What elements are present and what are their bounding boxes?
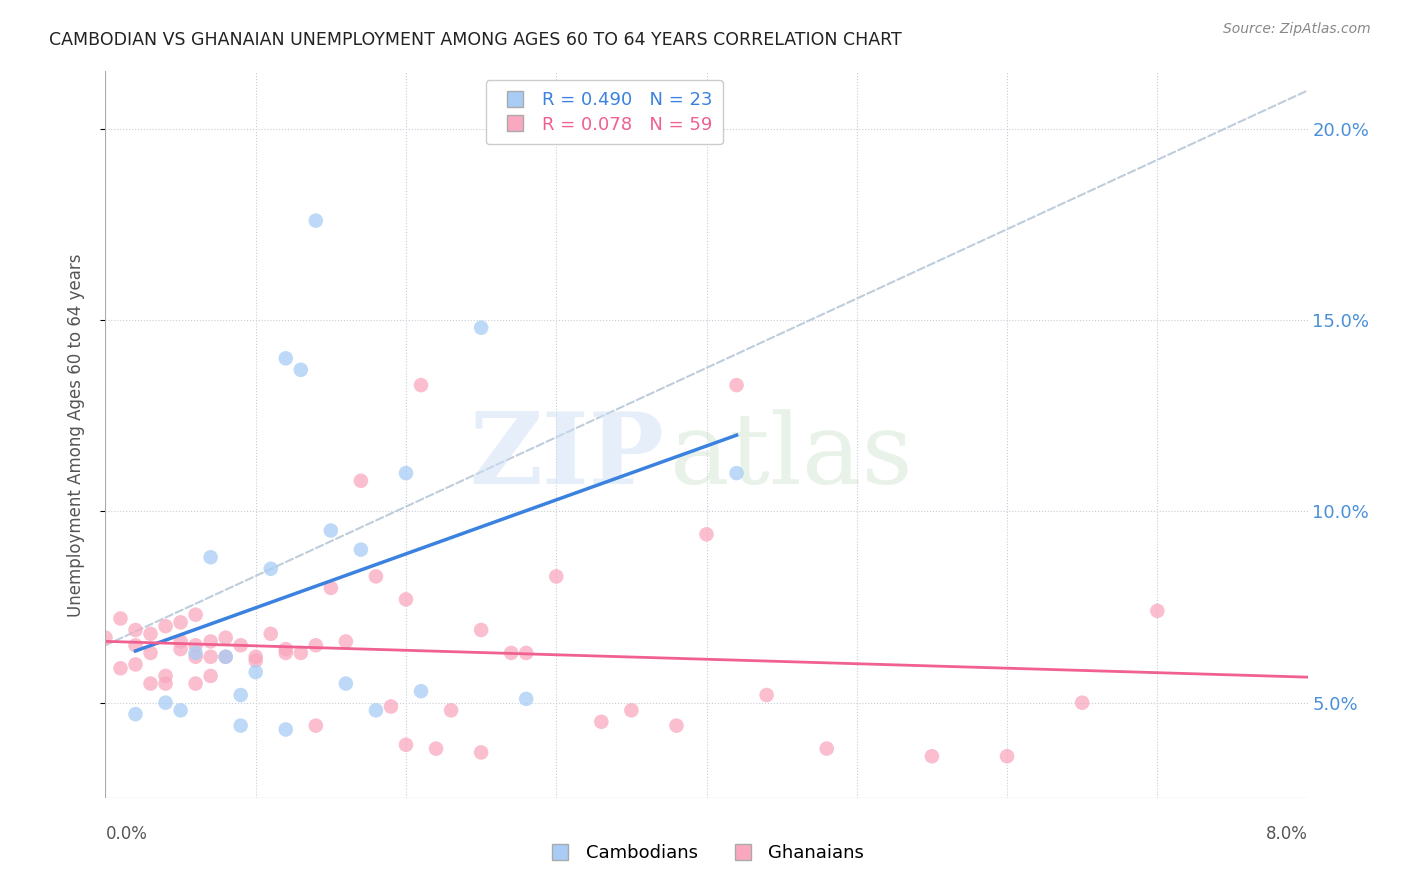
Point [94,631,117,645]
Point [169,703,191,717]
Point [591,714,613,729]
Text: CAMBODIAN VS GHANAIAN UNEMPLOYMENT AMONG AGES 60 TO 64 YEARS CORRELATION CHART: CAMBODIAN VS GHANAIAN UNEMPLOYMENT AMONG… [49,31,903,49]
Point [501,646,523,660]
Point [155,669,177,683]
Point [214,649,236,664]
Point [155,696,177,710]
Point [290,646,312,660]
Point [214,649,236,664]
Point [274,351,297,366]
Point [725,466,748,480]
Point [335,676,357,690]
Point [245,654,267,668]
Point [380,699,402,714]
Point [546,569,568,583]
Point [155,676,177,690]
Point [1071,696,1094,710]
Point [200,649,222,664]
Point [155,619,177,633]
Y-axis label: Unemployment Among Ages 60 to 64 years: Unemployment Among Ages 60 to 64 years [66,253,84,616]
Point [260,627,283,641]
Point [169,615,191,630]
Point [440,703,463,717]
Point [470,746,492,760]
Point [274,646,297,660]
Point [124,623,146,637]
Point [395,466,418,480]
Point [815,741,838,756]
Point [305,638,328,652]
Point [364,569,387,583]
Point [274,642,297,657]
Point [350,542,373,557]
Point [995,749,1018,764]
Point [364,703,387,717]
Point [169,634,191,648]
Text: 0.0%: 0.0% [105,825,148,843]
Point [229,638,252,652]
Point [921,749,943,764]
Point [184,676,207,690]
Point [214,631,236,645]
Point [319,581,342,595]
Point [245,649,267,664]
Point [409,684,432,698]
Point [409,378,432,392]
Point [229,688,252,702]
Point [184,646,207,660]
Point [245,665,267,679]
Point [335,634,357,648]
Legend: Cambodians, Ghanaians: Cambodians, Ghanaians [534,838,872,870]
Point [124,657,146,672]
Point [139,646,162,660]
Point [184,649,207,664]
Point [229,719,252,733]
Point [290,363,312,377]
Point [665,719,688,733]
Text: Source: ZipAtlas.com: Source: ZipAtlas.com [1223,22,1371,37]
Point [274,723,297,737]
Point [725,378,748,392]
Point [200,669,222,683]
Point [200,550,222,565]
Text: 8.0%: 8.0% [1265,825,1308,843]
Point [425,741,447,756]
Point [200,634,222,648]
Point [184,638,207,652]
Point [124,638,146,652]
Point [515,691,537,706]
Point [139,627,162,641]
Text: atlas: atlas [671,409,914,505]
Point [755,688,778,702]
Point [470,320,492,334]
Point [110,611,132,625]
Point [470,623,492,637]
Point [260,562,283,576]
Text: ZIP: ZIP [470,409,665,505]
Point [696,527,718,541]
Point [620,703,643,717]
Point [350,474,373,488]
Point [515,646,537,660]
Point [110,661,132,675]
Point [395,738,418,752]
Point [319,524,342,538]
Legend: R = 0.490   N = 23, R = 0.078   N = 59: R = 0.490 N = 23, R = 0.078 N = 59 [485,80,723,145]
Point [184,607,207,622]
Point [305,213,328,227]
Point [169,642,191,657]
Point [305,719,328,733]
Point [1146,604,1168,618]
Point [124,707,146,722]
Point [395,592,418,607]
Point [139,676,162,690]
